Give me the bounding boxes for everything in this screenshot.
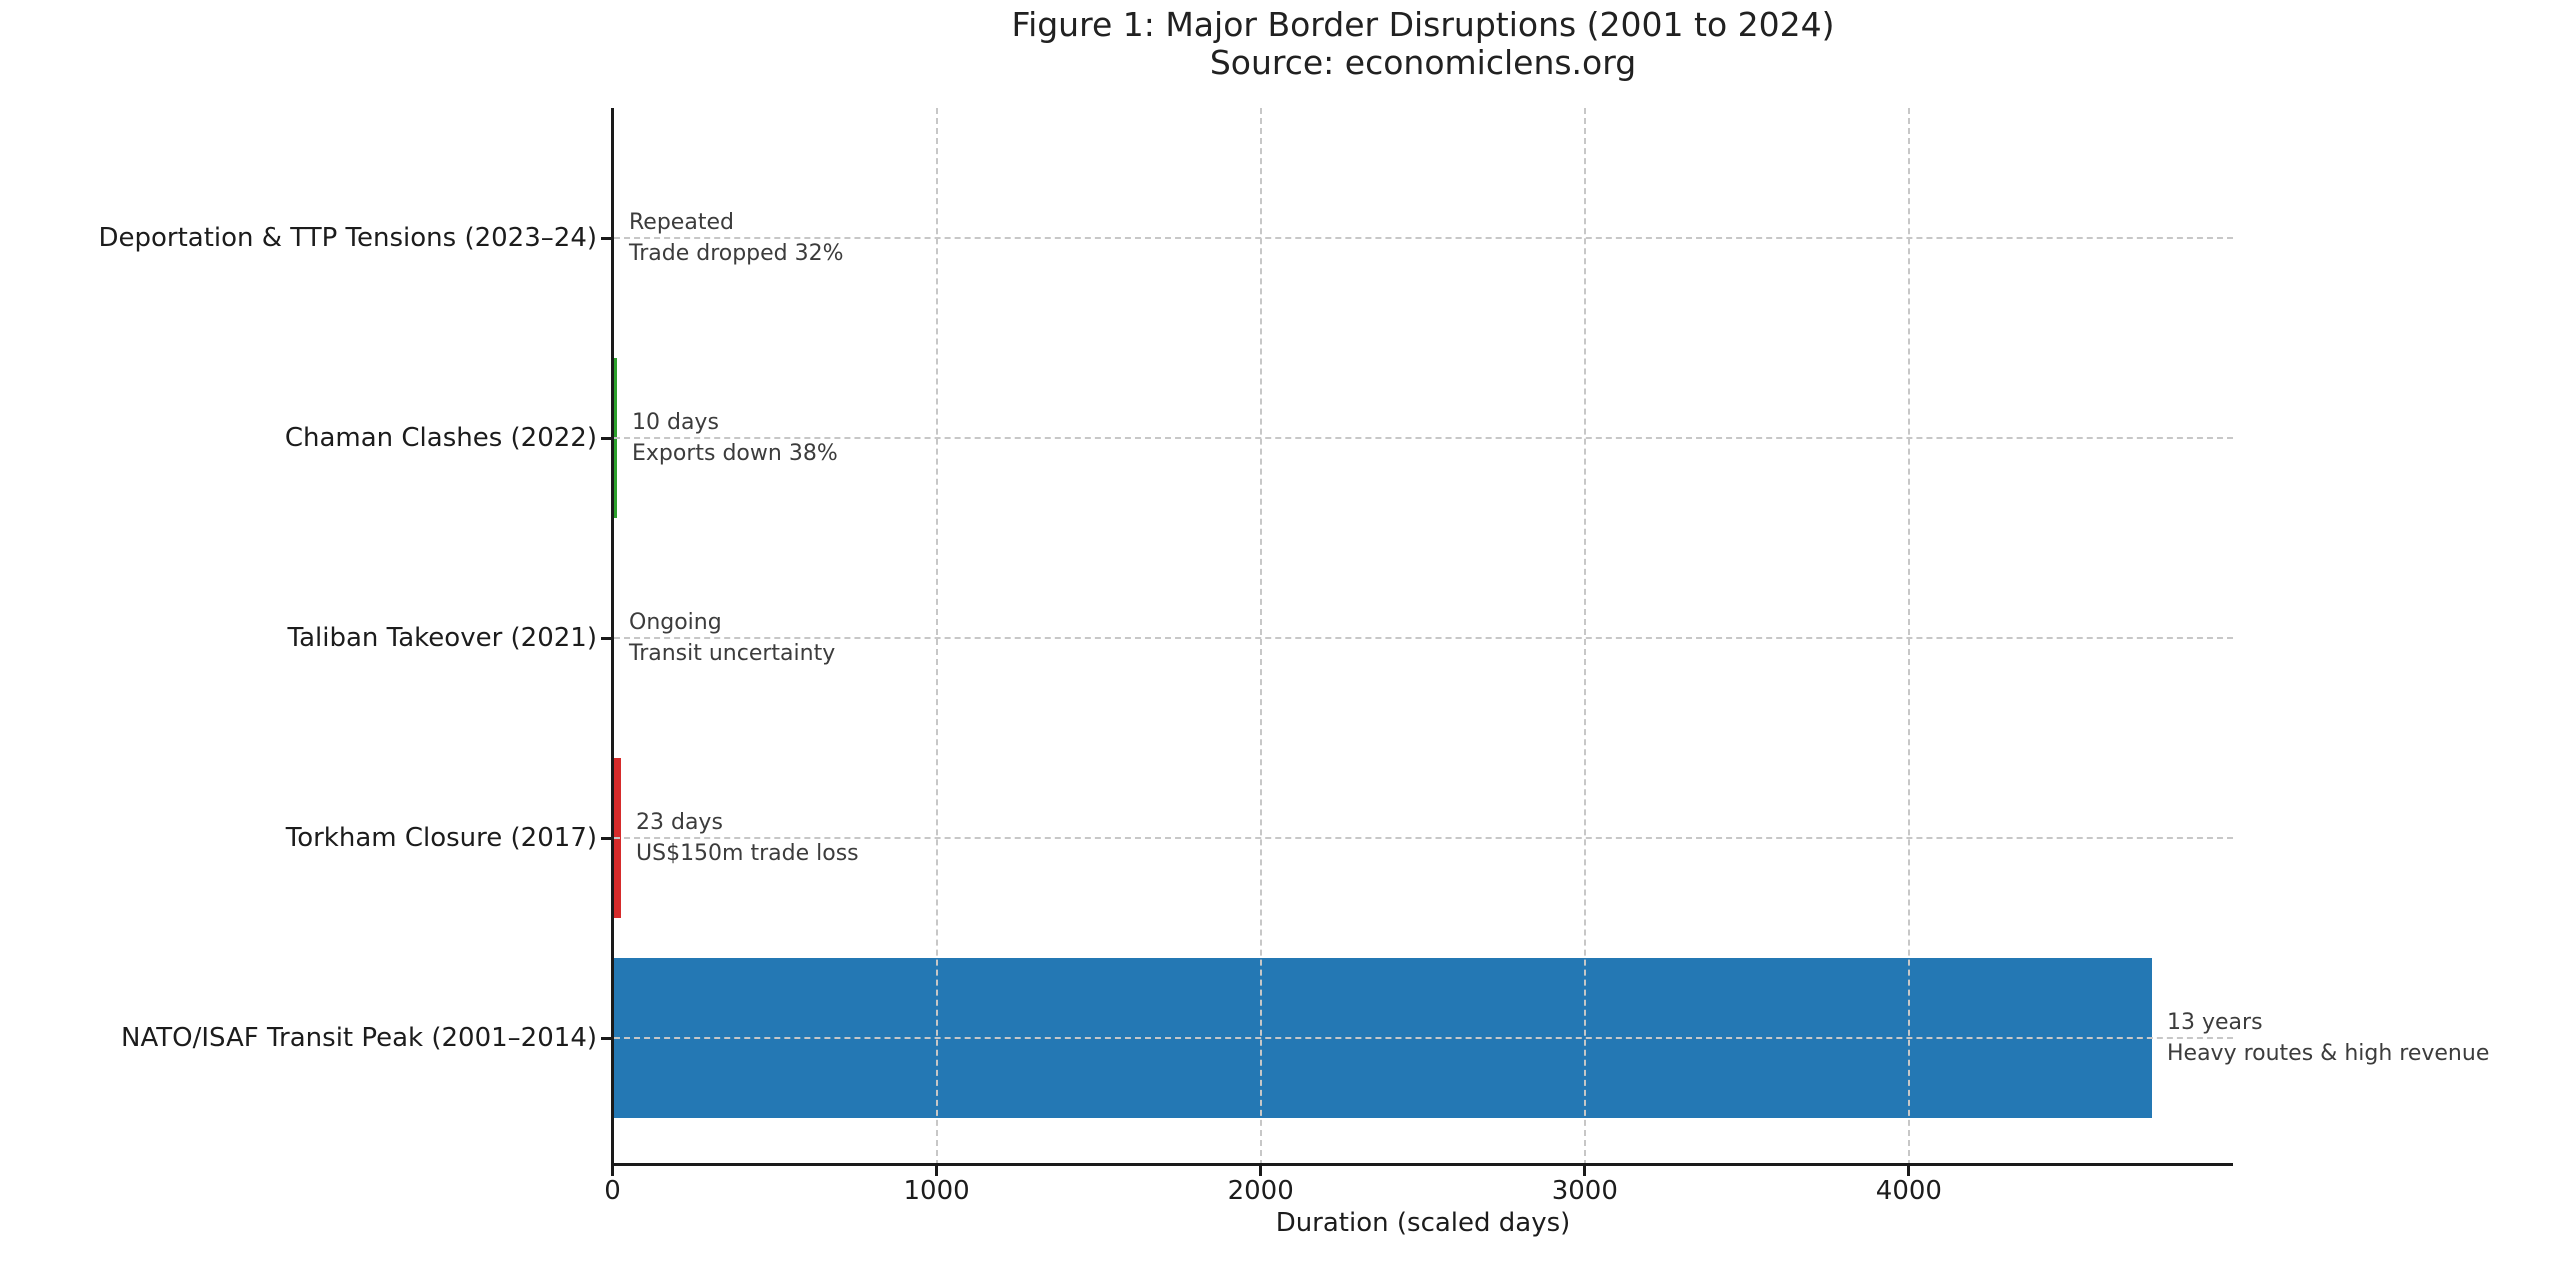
category-label: Deportation & TTP Tensions (2023–24) (98, 223, 597, 253)
x-axis-spine (611, 1163, 2233, 1166)
grid-line-horizontal (614, 237, 2233, 239)
annotation-duration: Ongoing (629, 610, 722, 635)
category-label: Taliban Takeover (2021) (287, 623, 597, 653)
bar-annotation: 10 days Exports down 38% (632, 407, 838, 469)
bar-annotation: Repeated Trade dropped 32% (629, 207, 844, 269)
annotation-duration: 23 days (636, 810, 723, 835)
chart-subtitle: Source: economiclens.org (1209, 43, 1637, 82)
x-tick-mark (611, 1166, 614, 1176)
bar-annotation: 23 days US$150m trade loss (636, 807, 859, 869)
x-tick-label: 3000 (1551, 1176, 1618, 1206)
annotation-duration: Repeated (629, 210, 734, 235)
y-tick-mark (601, 836, 611, 840)
bar-annotation: Ongoing Transit uncertainty (629, 607, 835, 669)
x-tick-label: 2000 (1227, 1176, 1294, 1206)
annotation-impact: Heavy routes & high revenue (2167, 1041, 2490, 1066)
annotation-impact: Transit uncertainty (629, 641, 836, 666)
chart-title-block: Figure 1: Major Border Disruptions (2001… (413, 6, 2433, 82)
category-label: Chaman Clashes (2022) (284, 423, 597, 453)
x-tick-mark (1583, 1166, 1587, 1176)
y-tick-mark (601, 236, 611, 240)
annotation-impact: US$150m trade loss (636, 841, 859, 866)
grid-line-horizontal (614, 637, 2233, 639)
y-tick-mark (601, 436, 611, 440)
annotation-impact: Exports down 38% (632, 441, 838, 466)
annotation-impact: Trade dropped 32% (629, 241, 844, 266)
annotation-duration: 10 days (632, 410, 719, 435)
x-tick-mark (1259, 1166, 1263, 1176)
x-tick-label: 1000 (903, 1176, 970, 1206)
y-axis-spine (611, 108, 614, 1166)
bar-annotation: 13 years Heavy routes & high revenue (2167, 1007, 2489, 1069)
x-tick-mark (935, 1166, 939, 1176)
grid-line-horizontal (614, 437, 2233, 439)
x-tick-label: 4000 (1875, 1176, 1942, 1206)
x-tick-mark (1907, 1166, 1911, 1176)
x-axis-label: Duration (scaled days) (1275, 1208, 1571, 1238)
grid-line-horizontal (614, 837, 2233, 839)
x-tick-label: 0 (604, 1176, 621, 1206)
chart-title: Figure 1: Major Border Disruptions (2001… (1011, 5, 1835, 44)
y-tick-mark (601, 636, 611, 640)
y-tick-mark (601, 1036, 611, 1040)
annotation-duration: 13 years (2167, 1010, 2263, 1035)
grid-line-horizontal (614, 1037, 2233, 1039)
category-label: Torkham Closure (2017) (285, 823, 597, 853)
category-label: NATO/ISAF Transit Peak (2001–2014) (121, 1023, 597, 1053)
